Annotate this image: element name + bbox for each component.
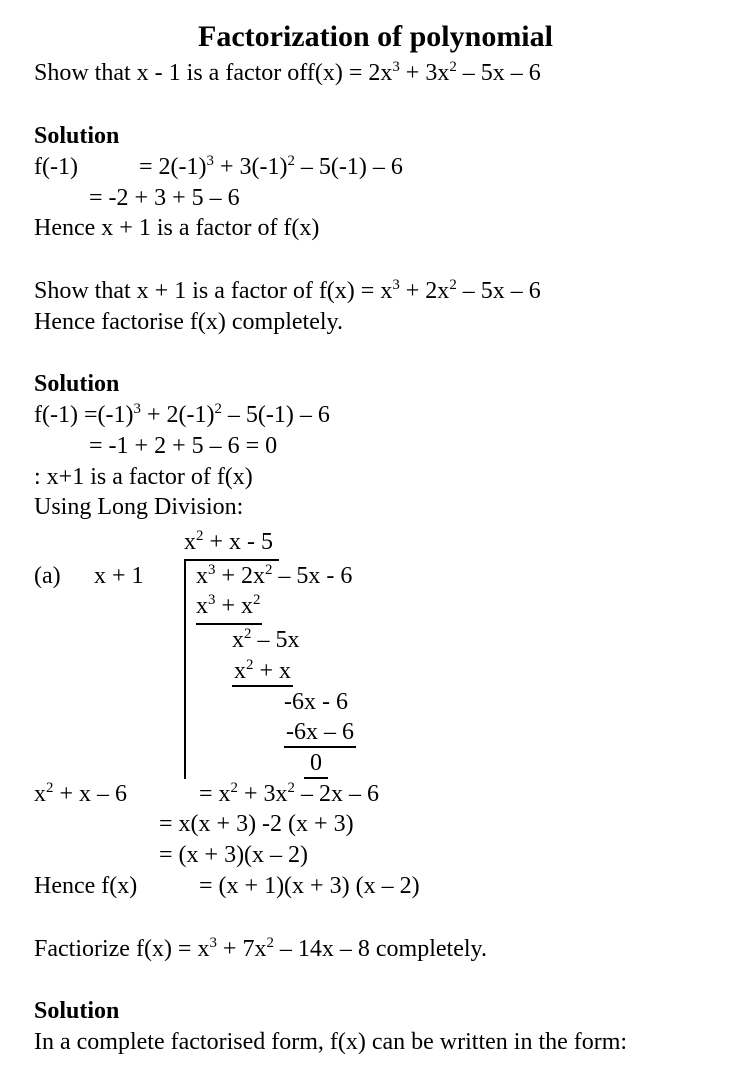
factor-line-hence: Hence f(x) = (x + 1)(x + 3) (x – 2) [34,871,717,902]
text: x [232,627,244,653]
text: – 5(-1) – 6 [222,402,330,428]
factor-line-3: = (x + 3)(x – 2) [34,840,717,871]
rhs: = x(x + 3) -2 (x + 3) [159,809,354,840]
exponent: 3 [392,59,399,75]
long-division-step: -6x - 6 [196,687,356,718]
solution-3-line-1: In a complete factorised form, f(x) can … [34,1027,717,1058]
exponent: 3 [134,401,141,417]
long-division-label: (a) [34,561,94,592]
text: + 2x [400,278,450,304]
lhs: x2 + x – 6 [34,779,199,810]
exponent: 2 [287,153,294,169]
long-division-step: x2 – 5x [196,625,356,656]
exponent: 3 [392,277,399,293]
text: – 2x – 6 [295,781,379,807]
factor-line-1: x2 + x – 6 = x2 + 3x2 – 2x – 6 [34,779,717,810]
long-division-step: -6x – 6 [196,717,356,748]
text: – 5x – 6 [457,60,541,86]
exponent: 2 [449,277,456,293]
rhs: = x2 + 3x2 – 2x – 6 [199,779,379,810]
rhs: = (x + 1)(x + 3) (x – 2) [199,871,420,902]
solution-1-line-2: = -2 + 3 + 5 – 6 [89,183,717,214]
long-division-divisor: x + 1 [94,561,184,592]
exponent: 2 [449,59,456,75]
lhs: f(-1) = [34,402,98,428]
lhs: Hence f(x) [34,871,199,902]
text: – 5x – 6 [457,278,541,304]
text: – 14x – 8 completely. [274,936,487,962]
text: + 3x [400,60,450,86]
text: = x [199,781,231,807]
long-division-step: x3 + x2 [196,591,262,625]
problem-2-statement: Show that x + 1 is a factor of f(x) = x3… [34,276,717,307]
exponent: 3 [209,935,216,951]
text: x [234,658,246,684]
text: Show that x + 1 is a factor of f(x) = x [34,278,392,304]
text: = 2(-1) [139,154,207,180]
text: x [196,593,208,619]
text: Show that x - 1 is a factor off(x) = 2x [34,60,392,86]
exponent: 2 [214,401,221,417]
text: + 7x [217,936,267,962]
solution-1-line-1: f(-1) = 2(-1)3 + 3(-1)2 – 5(-1) – 6 [34,152,717,183]
long-division-quotient: x2 + x - 5 [184,527,279,561]
solution-1-line-3: Hence x + 1 is a factor of f(x) [34,213,717,244]
text: + x - 5 [203,529,273,555]
solution-2-line-3: : x+1 is a factor of f(x) [34,462,717,493]
text: – 5(-1) – 6 [295,154,403,180]
solution-heading: Solution [34,121,717,152]
lhs: f(-1) [34,152,139,183]
text: + 3x [238,781,288,807]
solution-heading: Solution [34,996,717,1027]
solution-heading: Solution [34,369,717,400]
rhs: = (x + 3)(x – 2) [159,840,308,871]
text: + 3(-1) [214,154,288,180]
long-division-step: x2 + x [196,656,356,687]
exponent: 2 [288,780,295,796]
long-division: x2 + x - 5 (a) x + 1 x3 + 2x2 – 5x - 6 x… [34,527,717,779]
text: + 2(-1) [141,402,215,428]
problem-2-statement-line-2: Hence factorise f(x) completely. [34,307,717,338]
solution-2-line-1: f(-1) =(-1)3 + 2(-1)2 – 5(-1) – 6 [34,400,717,431]
problem-3-statement: Factiorize f(x) = x3 + 7x2 – 14x – 8 com… [34,934,717,965]
exponent: 3 [207,153,214,169]
solution-2-line-4: Using Long Division: [34,492,717,523]
text: + x – 6 [53,781,127,807]
text: x [34,781,46,807]
text: – 5x - 6 [272,563,352,589]
text: – 5x [251,627,299,653]
exponent: 2 [266,935,273,951]
text: x [196,563,208,589]
text: + 2x [215,563,265,589]
exponent: 2 [231,780,238,796]
text: x [184,529,196,555]
text: -6x – 6 [284,719,356,748]
text: 0 [304,750,328,779]
text: + x [215,593,253,619]
text: + x [253,658,291,684]
long-division-step: 0 [196,748,356,779]
rhs: = 2(-1)3 + 3(-1)2 – 5(-1) – 6 [139,152,403,183]
text: (-1) [98,402,134,428]
page-title: Factorization of polynomial [34,18,717,56]
text: Factiorize f(x) = x [34,936,209,962]
exponent: 2 [253,592,260,608]
problem-1-statement: Show that x - 1 is a factor off(x) = 2x3… [34,58,717,89]
long-division-dividend: x3 + 2x2 – 5x - 6 [196,561,356,592]
page: Factorization of polynomial Show that x … [0,0,751,1078]
factor-line-2: = x(x + 3) -2 (x + 3) [34,809,717,840]
solution-2-line-2: = -1 + 2 + 5 – 6 = 0 [89,431,717,462]
